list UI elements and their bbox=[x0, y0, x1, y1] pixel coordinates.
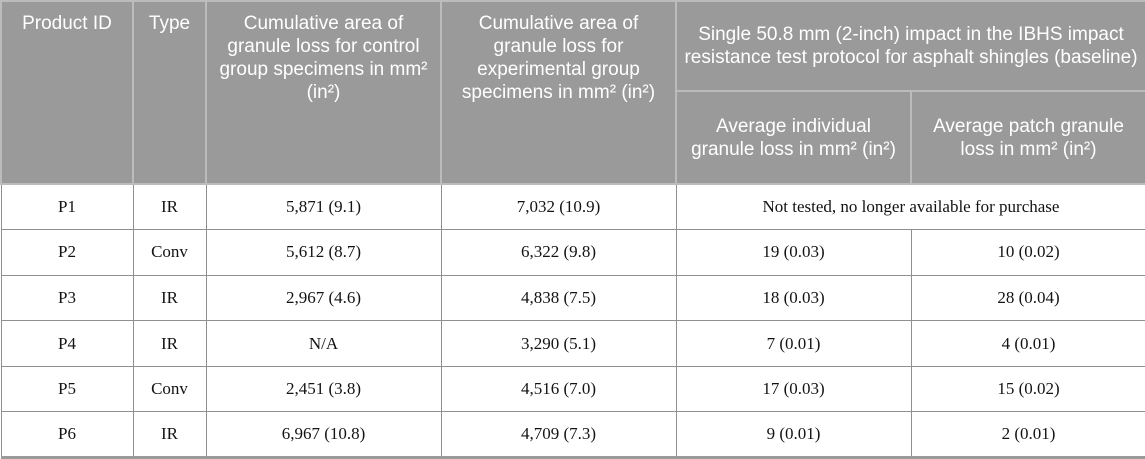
col-header-control-group: Cumulative area of granule loss for cont… bbox=[205, 0, 442, 185]
cell-avg-individual: 17 (0.03) bbox=[675, 365, 912, 413]
cell-type: IR bbox=[132, 411, 207, 459]
cell-type: Conv bbox=[132, 229, 207, 276]
table-body: P1 IR 5,871 (9.1) 7,032 (10.9) Not teste… bbox=[0, 183, 1145, 459]
table-row-p2: P2 Conv 5,612 (8.7) 6,322 (9.8) 19 (0.03… bbox=[0, 229, 1145, 276]
cell-product-id: P6 bbox=[0, 411, 134, 459]
table-row-p5: P5 Conv 2,451 (3.8) 4,516 (7.0) 17 (0.03… bbox=[0, 365, 1145, 413]
header-row-sub: Average individual granule loss in mm² (… bbox=[1, 90, 1145, 185]
cell-control: 6,967 (10.8) bbox=[205, 411, 442, 459]
table-row-p1: P1 IR 5,871 (9.1) 7,032 (10.9) Not teste… bbox=[0, 183, 1145, 231]
col-header-impact-group: Single 50.8 mm (2-inch) impact in the IB… bbox=[675, 0, 1145, 92]
cell-product-id: P4 bbox=[0, 320, 134, 367]
cell-avg-patch: 28 (0.04) bbox=[910, 274, 1145, 322]
cell-control: N/A bbox=[205, 320, 442, 367]
col-header-avg-individual: Average individual granule loss in mm² (… bbox=[675, 90, 912, 185]
cell-avg-patch: 4 (0.01) bbox=[910, 320, 1145, 367]
col-header-avg-patch: Average patch granule loss in mm² (in²) bbox=[910, 90, 1145, 185]
cell-product-id: P1 bbox=[0, 183, 134, 231]
table-header: Product ID Type Cumulative area of granu… bbox=[0, 0, 1145, 185]
cell-product-id: P3 bbox=[0, 274, 134, 322]
cell-avg-individual: 9 (0.01) bbox=[675, 411, 912, 459]
cell-product-id: P2 bbox=[0, 229, 134, 276]
table-row-p6: P6 IR 6,967 (10.8) 4,709 (7.3) 9 (0.01) … bbox=[0, 411, 1145, 459]
cell-avg-individual: 19 (0.03) bbox=[675, 229, 912, 276]
cell-experimental: 4,709 (7.3) bbox=[440, 411, 677, 459]
cell-avg-individual: 7 (0.01) bbox=[675, 320, 912, 367]
cell-type: IR bbox=[132, 320, 207, 367]
cell-avg-individual: 18 (0.03) bbox=[675, 274, 912, 322]
cell-product-id: P5 bbox=[0, 365, 134, 413]
table-row-p3: P3 IR 2,967 (4.6) 4,838 (7.5) 18 (0.03) … bbox=[0, 274, 1145, 322]
cell-avg-patch: 2 (0.01) bbox=[910, 411, 1145, 459]
col-header-type: Type bbox=[132, 0, 207, 185]
cell-control: 5,612 (8.7) bbox=[205, 229, 442, 276]
cell-experimental: 7,032 (10.9) bbox=[440, 183, 677, 231]
cell-control: 2,451 (3.8) bbox=[205, 365, 442, 413]
cell-experimental: 3,290 (5.1) bbox=[440, 320, 677, 367]
col-header-product-id: Product ID bbox=[0, 0, 134, 185]
cell-experimental: 4,838 (7.5) bbox=[440, 274, 677, 322]
cell-control: 2,967 (4.6) bbox=[205, 274, 442, 322]
cell-avg-patch: 15 (0.02) bbox=[910, 365, 1145, 413]
cell-type: IR bbox=[132, 183, 207, 231]
cell-experimental: 6,322 (9.8) bbox=[440, 229, 677, 276]
cell-experimental: 4,516 (7.0) bbox=[440, 365, 677, 413]
cell-type: IR bbox=[132, 274, 207, 322]
table-row-p4: P4 IR N/A 3,290 (5.1) 7 (0.01) 4 (0.01) bbox=[0, 320, 1145, 367]
cell-avg-patch: 10 (0.02) bbox=[910, 229, 1145, 276]
header-row-main: Product ID Type Cumulative area of granu… bbox=[0, 0, 1145, 185]
cell-type: Conv bbox=[132, 365, 207, 413]
cell-control: 5,871 (9.1) bbox=[205, 183, 442, 231]
cell-not-tested-note: Not tested, no longer available for purc… bbox=[675, 183, 1145, 231]
col-header-experimental-group: Cumulative area of granule loss for expe… bbox=[440, 0, 677, 185]
